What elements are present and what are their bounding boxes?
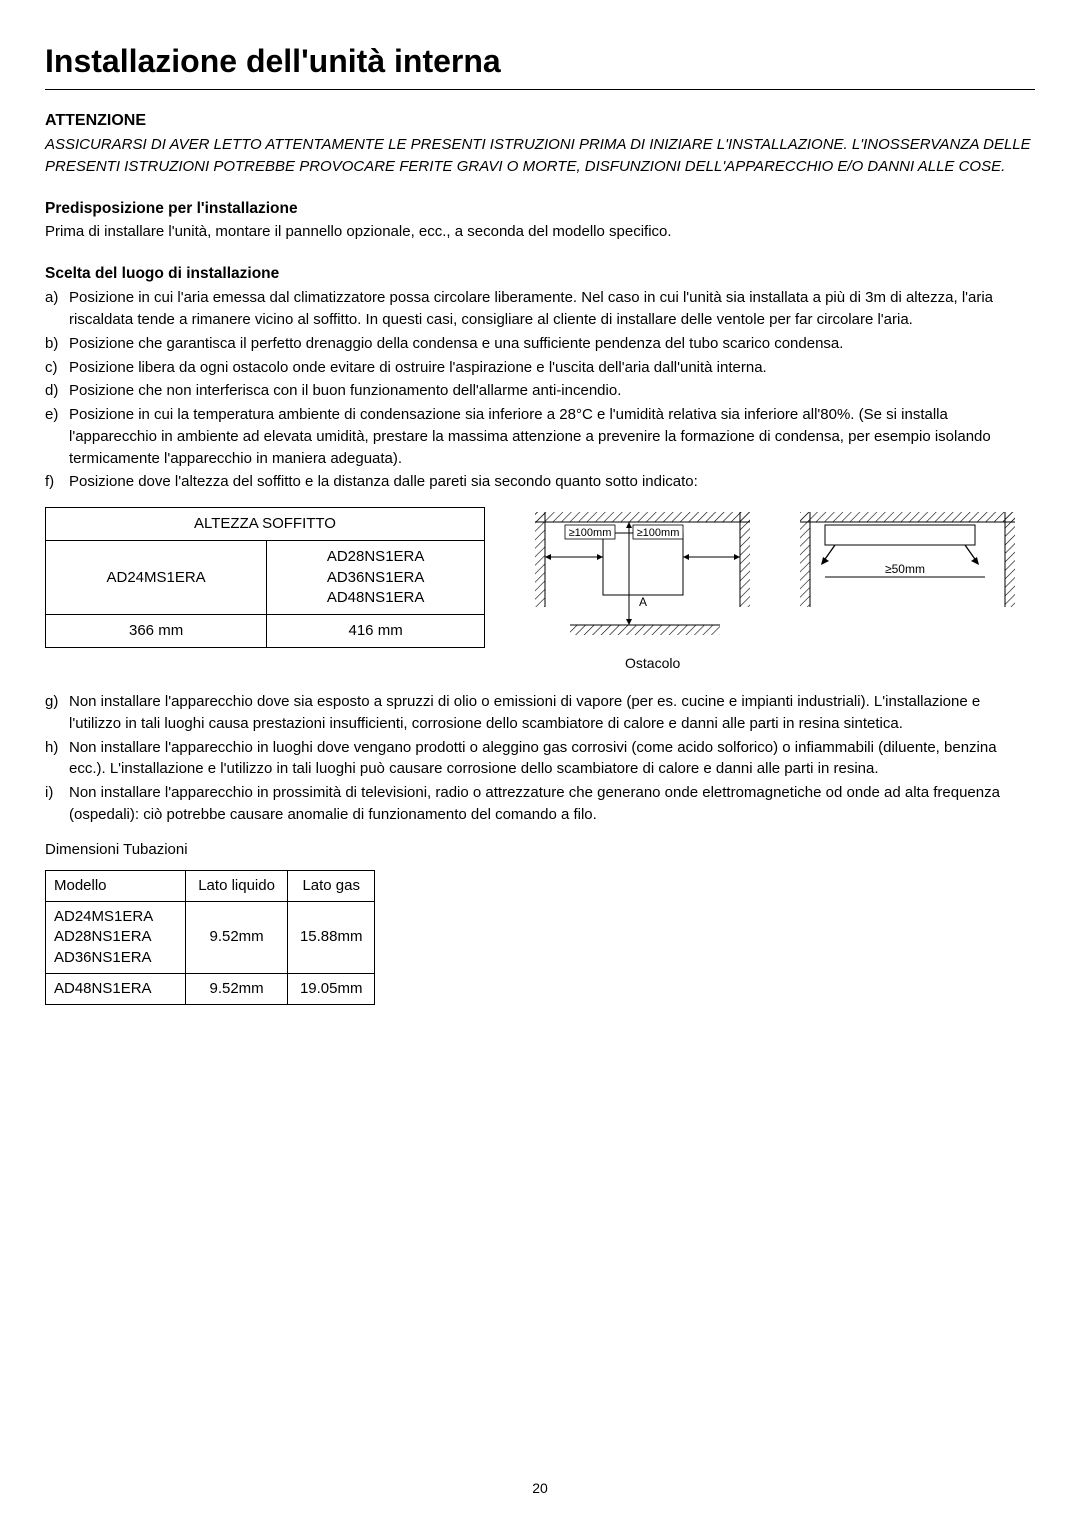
pipe-gas-cell: 15.88mm <box>287 902 375 974</box>
list-item-text: Posizione in cui l'aria emessa dal clima… <box>69 287 1035 331</box>
ceiling-col1-models: AD24MS1ERA <box>46 541 267 615</box>
list-item: i)Non installare l'apparecchio in prossi… <box>45 782 1035 826</box>
list-item-letter: h) <box>45 737 69 781</box>
pipe-header-model: Modello <box>46 870 186 901</box>
ceiling-col2-value: 416 mm <box>267 615 485 648</box>
pipe-model-cell: AD24MS1ERAAD28NS1ERAAD36NS1ERA <box>46 902 186 974</box>
list-item-text: Non installare l'apparecchio in prossimi… <box>69 782 1035 826</box>
diagram-100mm-right: ≥100mm <box>637 527 680 539</box>
clearance-diagram: ≥100mm ≥100mm A <box>525 507 1035 673</box>
pipe-gas-cell: 19.05mm <box>287 973 375 1004</box>
list-item-text: Non installare l'apparecchio in luoghi d… <box>69 737 1035 781</box>
list-item-letter: c) <box>45 357 69 379</box>
list-item-letter: e) <box>45 404 69 469</box>
list-item-letter: f) <box>45 471 69 493</box>
list-item-text: Posizione dove l'altezza del soffitto e … <box>69 471 1035 493</box>
list-item: d)Posizione che non interferisca con il … <box>45 380 1035 402</box>
site-selection-label: Scelta del luogo di installazione <box>45 264 1035 285</box>
list-item: c)Posizione libera da ogni ostacolo onde… <box>45 357 1035 379</box>
list-item-letter: d) <box>45 380 69 402</box>
pipe-header-gas: Lato gas <box>287 870 375 901</box>
list-item-text: Posizione libera da ogni ostacolo onde e… <box>69 357 1035 379</box>
list-item-text: Posizione che garantisca il perfetto dre… <box>69 333 1035 355</box>
list-item-text: Non installare l'apparecchio dove sia es… <box>69 691 1035 735</box>
diagram-100mm-left: ≥100mm <box>569 527 612 539</box>
list-item: e)Posizione in cui la temperatura ambien… <box>45 404 1035 469</box>
page-title: Installazione dell'unità interna <box>45 40 1035 90</box>
list-item: h)Non installare l'apparecchio in luoghi… <box>45 737 1035 781</box>
ceiling-col1-value: 366 mm <box>46 615 267 648</box>
list-item: a)Posizione in cui l'aria emessa dal cli… <box>45 287 1035 331</box>
table-row: AD24MS1ERAAD28NS1ERAAD36NS1ERA9.52mm15.8… <box>46 902 375 974</box>
list-item: b)Posizione che garantisca il perfetto d… <box>45 333 1035 355</box>
list-item-letter: b) <box>45 333 69 355</box>
obstacle-label: Ostacolo <box>625 654 1035 673</box>
pipe-liquid-cell: 9.52mm <box>186 973 288 1004</box>
page-number: 20 <box>0 1479 1080 1498</box>
pipe-model-cell: AD48NS1ERA <box>46 973 186 1004</box>
list-item: g)Non installare l'apparecchio dove sia … <box>45 691 1035 735</box>
list-item-text: Posizione che non interferisca con il bu… <box>69 380 1035 402</box>
pipe-dimensions-table: Modello Lato liquido Lato gas AD24MS1ERA… <box>45 870 375 1005</box>
list-item-letter: i) <box>45 782 69 826</box>
list-item: f)Posizione dove l'altezza del soffitto … <box>45 471 1035 493</box>
pipe-dimensions-label: Dimensioni Tubazioni <box>45 840 1035 860</box>
diagram-50mm-label: ≥50mm <box>885 562 925 576</box>
site-list-2: g)Non installare l'apparecchio dove sia … <box>45 691 1035 826</box>
preinstall-label: Predisposizione per l'installazione <box>45 199 1035 220</box>
list-item-text: Posizione in cui la temperatura ambiente… <box>69 404 1035 469</box>
warning-text: ASSICURARSI DI AVER LETTO ATTENTAMENTE L… <box>45 134 1035 178</box>
preinstall-text: Prima di installare l'unità, montare il … <box>45 222 1035 242</box>
table-row: AD48NS1ERA9.52mm19.05mm <box>46 973 375 1004</box>
site-list-1: a)Posizione in cui l'aria emessa dal cli… <box>45 287 1035 493</box>
ceiling-col2-models: AD28NS1ERA AD36NS1ERA AD48NS1ERA <box>267 541 485 615</box>
ceiling-height-table: ALTEZZA SOFFITTO AD24MS1ERA AD28NS1ERA A… <box>45 507 485 648</box>
attention-label: ATTENZIONE <box>45 110 1035 132</box>
list-item-letter: a) <box>45 287 69 331</box>
pipe-liquid-cell: 9.52mm <box>186 902 288 974</box>
pipe-header-liquid: Lato liquido <box>186 870 288 901</box>
list-item-letter: g) <box>45 691 69 735</box>
ceiling-table-header: ALTEZZA SOFFITTO <box>46 508 485 541</box>
diagram-a-label: A <box>639 595 647 609</box>
